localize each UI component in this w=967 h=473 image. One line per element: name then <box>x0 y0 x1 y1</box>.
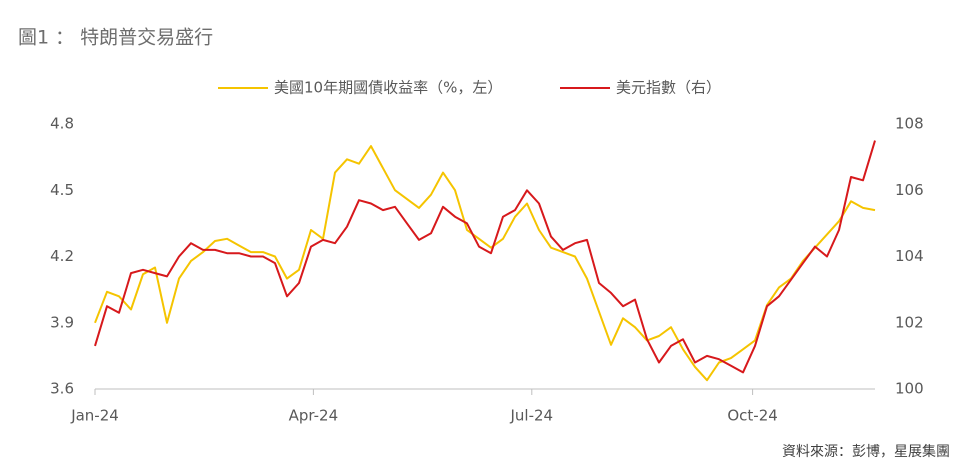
legend-label: 美元指數（右） <box>616 79 721 97</box>
series-line <box>94 140 876 374</box>
y-tick-label: 4.5 <box>50 181 74 199</box>
x-tick-label: Apr-24 <box>289 407 339 425</box>
y-tick-label: 4.2 <box>50 247 74 265</box>
series-line <box>94 145 876 382</box>
y2-tick-label: 102 <box>895 313 924 331</box>
x-tick-label: Jan-24 <box>70 407 119 425</box>
y-tick-label: 4.8 <box>50 115 74 133</box>
y2-tick-label: 106 <box>895 181 924 199</box>
y2-tick-label: 100 <box>895 380 924 398</box>
y-tick-label: 3.9 <box>50 313 74 331</box>
chart-title: 圖1 ： 特朗普交易盛行 <box>18 27 213 49</box>
source-note: 資料來源：彭博，星展集團 <box>782 443 950 460</box>
y2-tick-label: 108 <box>895 115 924 133</box>
y-tick-label: 3.6 <box>50 380 74 398</box>
y2-tick-label: 104 <box>895 247 924 265</box>
legend-label: 美國10年期國債收益率（%，左） <box>274 79 502 97</box>
x-tick-label: Jul-24 <box>509 407 553 425</box>
x-tick-label: Oct-24 <box>727 407 777 425</box>
